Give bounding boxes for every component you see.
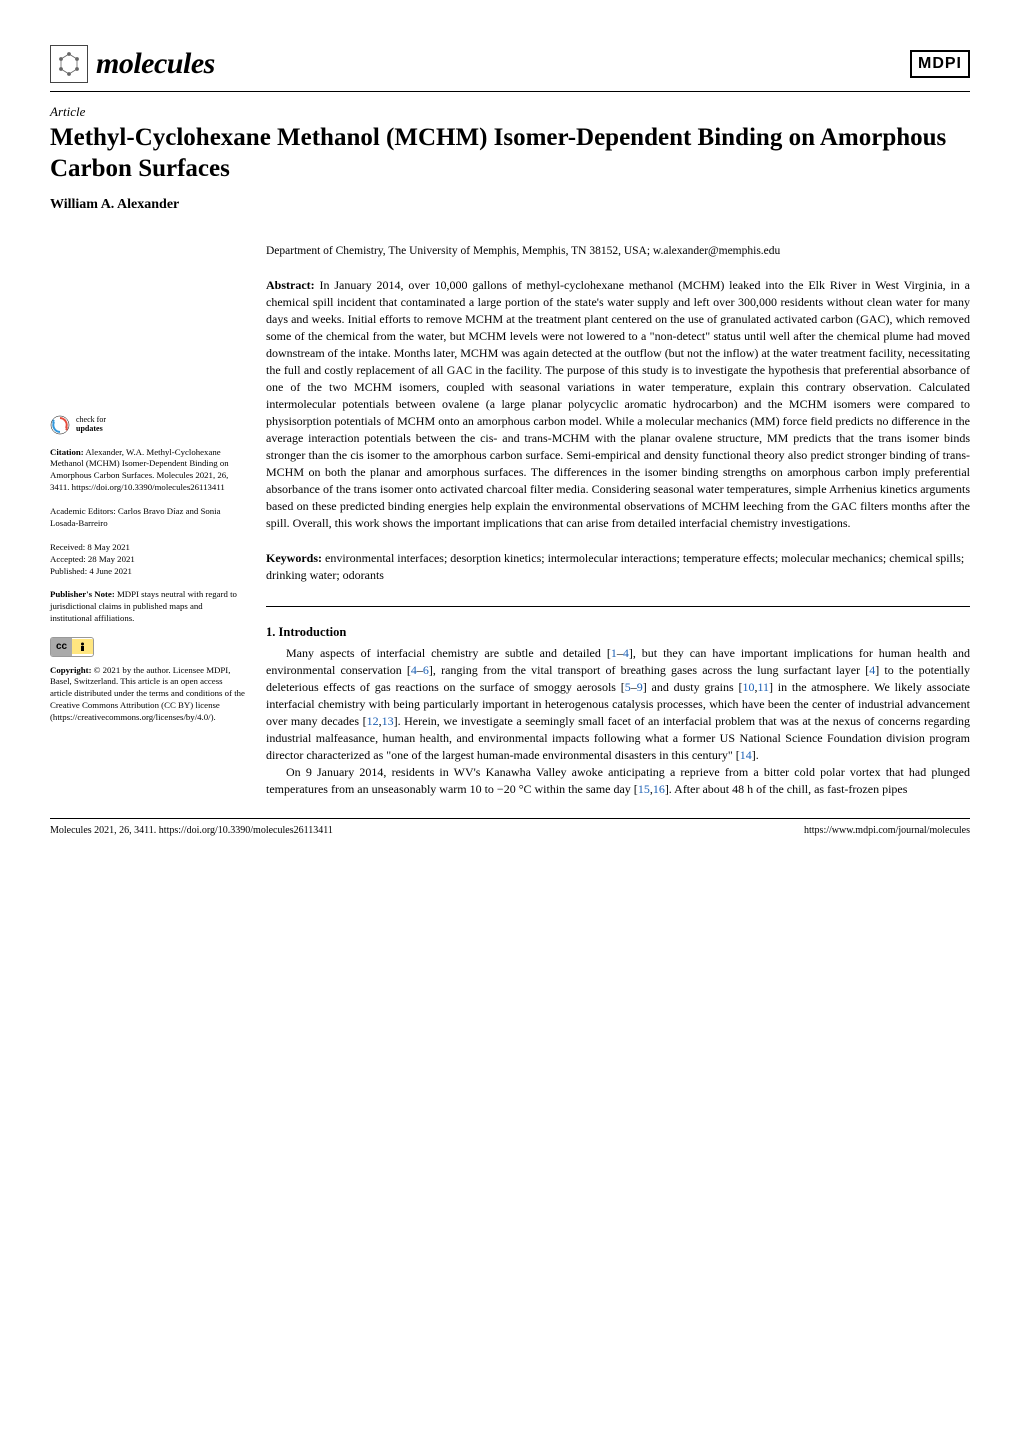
ref-link[interactable]: 11 (757, 680, 769, 694)
received-date: Received: 8 May 2021 (50, 542, 246, 554)
main-content: Department of Chemistry, The University … (266, 243, 970, 798)
ref-link[interactable]: 10 (742, 680, 754, 694)
cc-license-badge[interactable]: cc (50, 637, 94, 657)
sidebar: check for updates Citation: Alexander, W… (50, 243, 246, 798)
affiliation: Department of Chemistry, The University … (266, 243, 970, 259)
abstract-label: Abstract: (266, 278, 315, 292)
check-updates-icon (50, 415, 70, 435)
intro-para-2: On 9 January 2014, residents in WV's Kan… (266, 764, 970, 798)
introduction-body: Many aspects of interfacial chemistry ar… (266, 645, 970, 798)
check-updates-badge[interactable]: check for updates (50, 415, 246, 435)
dates-block: Received: 8 May 2021 Accepted: 28 May 20… (50, 542, 246, 578)
publisher-logo: MDPI (910, 50, 970, 78)
keywords-label: Keywords: (266, 551, 322, 565)
published-date: Published: 4 June 2021 (50, 566, 246, 578)
ref-link[interactable]: 12 (367, 714, 379, 728)
header-divider (50, 91, 970, 92)
article-type: Article (50, 104, 970, 120)
footer-left: Molecules 2021, 26, 3411. https://doi.or… (50, 825, 333, 836)
check-updates-text: check for updates (76, 416, 106, 434)
citation-block: Citation: Alexander, W.A. Methyl-Cyclohe… (50, 447, 246, 495)
abstract-divider (266, 606, 970, 607)
journal-name: molecules (96, 47, 215, 81)
page-header: molecules MDPI (50, 45, 970, 83)
abstract-block: Abstract: In January 2014, over 10,000 g… (266, 277, 970, 532)
copyright-block: Copyright: © 2021 by the author. License… (50, 665, 246, 724)
ref-link[interactable]: 16 (653, 782, 665, 796)
editors-label: Academic Editors: (50, 506, 118, 516)
publishers-note-block: Publisher's Note: MDPI stays neutral wit… (50, 589, 246, 625)
article-title: Methyl-Cyclohexane Methanol (MCHM) Isome… (50, 122, 970, 185)
accepted-date: Accepted: 28 May 2021 (50, 554, 246, 566)
keywords-block: Keywords: environmental interfaces; deso… (266, 550, 970, 584)
ref-link[interactable]: 14 (740, 748, 752, 762)
check-updates-line2: updates (76, 425, 106, 434)
section-heading: 1. Introduction (266, 625, 970, 640)
cc-icon: cc (51, 638, 72, 656)
by-icon (72, 639, 93, 654)
publishers-note-label: Publisher's Note: (50, 589, 115, 599)
citation-label: Citation: (50, 447, 84, 457)
intro-para-1: Many aspects of interfacial chemistry ar… (266, 645, 970, 764)
ref-link[interactable]: 13 (382, 714, 394, 728)
abstract-text: In January 2014, over 10,000 gallons of … (266, 278, 970, 530)
keywords-text: environmental interfaces; desorption kin… (266, 551, 964, 582)
copyright-label: Copyright: (50, 665, 92, 675)
page-footer: Molecules 2021, 26, 3411. https://doi.or… (50, 818, 970, 836)
ref-link[interactable]: 15 (638, 782, 650, 796)
journal-logo: molecules (50, 45, 215, 83)
footer-right: https://www.mdpi.com/journal/molecules (804, 825, 970, 836)
editors-block: Academic Editors: Carlos Bravo Díaz and … (50, 506, 246, 530)
article-author: William A. Alexander (50, 197, 970, 213)
journal-icon (50, 45, 88, 83)
